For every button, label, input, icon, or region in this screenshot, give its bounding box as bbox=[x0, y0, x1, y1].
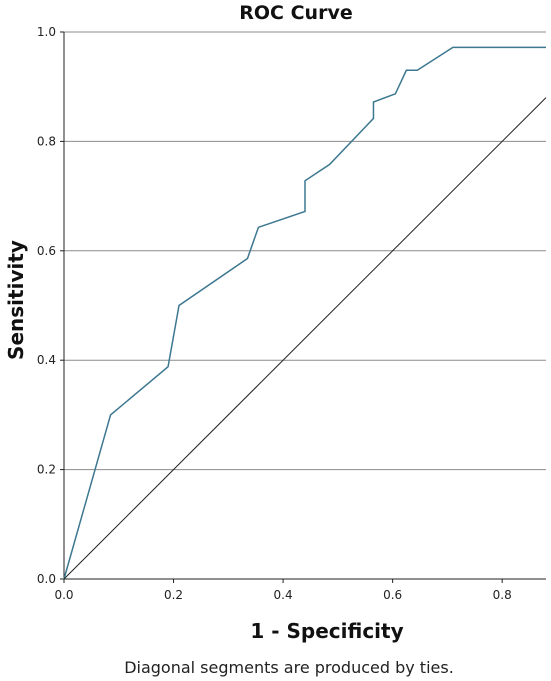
x-tick-label: 0.2 bbox=[164, 588, 183, 602]
chart-title: ROC Curve bbox=[239, 2, 352, 24]
y-tick-label: 1.0 bbox=[37, 25, 56, 39]
plot-layer: 0.0 0.2 0.4 0.6 0.8 1.0 0.0 0.2 0.4 0.6 0.8 bbox=[37, 25, 547, 602]
x-axis-label: 1 - Specificity bbox=[250, 619, 403, 643]
y-tick-label: 0.0 bbox=[37, 572, 56, 586]
x-tick-label: 0.8 bbox=[493, 588, 512, 602]
y-tick-label: 0.8 bbox=[37, 134, 56, 148]
reference-diagonal-line bbox=[63, 97, 547, 580]
chart-footnote: Diagonal segments are produced by ties. bbox=[124, 658, 454, 677]
y-tick-label: 0.4 bbox=[37, 353, 56, 367]
y-tick-label: 0.2 bbox=[37, 463, 56, 477]
x-tick-label: 0.0 bbox=[54, 588, 73, 602]
x-tick-label: 0.4 bbox=[274, 588, 293, 602]
y-tick-label: 0.6 bbox=[37, 244, 56, 258]
x-tick-label: 0.6 bbox=[383, 588, 402, 602]
plot-background bbox=[64, 32, 546, 579]
y-axis-label: Sensitivity bbox=[4, 240, 28, 360]
roc-curve-line bbox=[63, 46, 546, 580]
